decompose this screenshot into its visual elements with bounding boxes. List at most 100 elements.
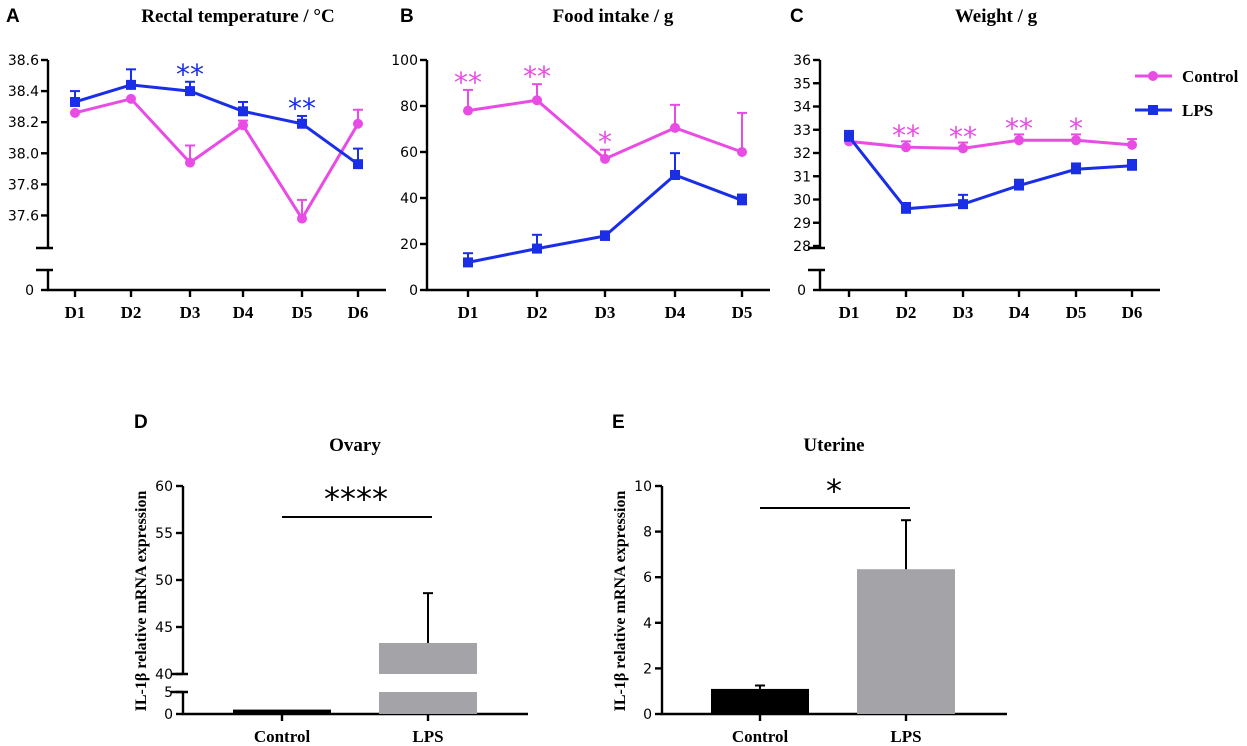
panel-c-series-lps-point <box>1071 164 1081 175</box>
panel-e-y-tick-label: 2 <box>643 661 652 677</box>
panel-b-x-tick-label: D4 <box>665 303 686 322</box>
panel-c-series-lps-point <box>958 199 968 210</box>
panel-a-x-tick-label: D2 <box>121 303 142 322</box>
panel-a-series-control-point <box>126 93 136 104</box>
panel-a-series-lps-point <box>297 118 307 129</box>
panel-c-series-control-point <box>1071 135 1081 146</box>
panel-e-title: Uterine <box>803 435 864 456</box>
panel-b-significance-mark: ** <box>454 66 482 99</box>
panel-c-y-tick-label: 34 <box>793 100 811 116</box>
panel-e-y-tick-label: 10 <box>634 479 652 495</box>
panel-d-y-axis-label: IL-1β relative mRNA expression <box>133 491 150 712</box>
panel-c-y-tick-label: 36 <box>793 53 811 69</box>
panel-b-y-tick-label: 100 <box>391 53 418 69</box>
panel-b-x-tick-label: D2 <box>527 303 548 322</box>
panel-a-significance-mark: ** <box>176 58 204 91</box>
panel-a-series-lps-point <box>126 79 136 90</box>
panel-d-title: Ovary <box>329 435 381 456</box>
panel-b-title: Food intake / g <box>553 6 674 27</box>
panel-c-x-tick-label: D3 <box>953 303 974 322</box>
panel-b-series-control-point <box>600 153 610 164</box>
panel-c-x-tick-label: D2 <box>896 303 917 322</box>
panel-e-y-axis-label: IL-1β relative mRNA expression <box>612 491 629 712</box>
panel-d-x-tick-label: LPS <box>412 727 443 746</box>
panel-b-x-tick-label: D5 <box>732 303 753 322</box>
panel-a-significance-mark: ** <box>288 92 316 125</box>
panel-a-series-control-point <box>70 107 80 118</box>
panel-c-label: C <box>790 6 804 27</box>
panel-a-series-control-line <box>74 97 360 222</box>
panel-c-significance-mark: ** <box>949 120 977 153</box>
panel-a-y-tick-label: 37.6 <box>8 208 39 224</box>
panel-c-y-tick-label: 32 <box>793 146 811 162</box>
panel-a-x-tick-label: D6 <box>348 303 369 322</box>
panel-d-y-tick-label: 50 <box>155 573 173 589</box>
panel-e-bar-control <box>711 688 809 714</box>
panel-a-series-lps-point <box>185 86 195 97</box>
panel-d-bar-lps <box>379 692 477 714</box>
panel-e-significance-mark: * <box>826 472 842 510</box>
panel-c-series-lps-point <box>1127 160 1137 171</box>
panel-b-significance-mark: * <box>598 126 612 159</box>
panel-c-series-lps-point <box>844 131 854 142</box>
panel-e-x-tick-label: Control <box>732 727 789 746</box>
panel-c-x-tick-label: D5 <box>1066 303 1087 322</box>
panel-e-y-tick-label: 4 <box>643 616 652 632</box>
panel-c-series-control-point <box>1014 135 1024 146</box>
panel-c-y-tick-label: 30 <box>793 193 811 209</box>
panel-d-y-tick-label: 45 <box>155 620 173 636</box>
panel-d-x-tick-label: Control <box>254 727 311 746</box>
panel-b-label: B <box>400 6 414 27</box>
legend-lps-label: LPS <box>1182 101 1213 120</box>
panel-b-series-lps-point <box>670 170 680 180</box>
panel-b-y-tick-label: 80 <box>400 99 418 115</box>
panel-a-series-control-point <box>297 213 307 224</box>
panel-d-y-tick-label: 60 <box>155 479 173 495</box>
panel-a-y-tick-label: 38.2 <box>8 115 39 131</box>
panel-c-significance-mark: ** <box>1005 112 1033 145</box>
panel-a-series-control-point <box>185 157 195 168</box>
panel-d-y-tick-label: 5 <box>164 685 173 701</box>
panel-e-y-tick-label: 0 <box>643 707 652 723</box>
panel-b-x-tick-label: D1 <box>458 303 479 322</box>
panel-a-title: Rectal temperature / °C <box>141 6 334 27</box>
panel-a-series-lps-point <box>353 159 363 170</box>
panel-a-series-lps-point <box>70 96 80 107</box>
panel-b-series-lps-line <box>467 173 743 264</box>
panel-c-y-tick-label: 35 <box>793 76 811 92</box>
panel-a-series-control-point <box>353 118 363 129</box>
panel-b-series-lps-point <box>532 243 542 254</box>
panel-c-y-tick-label: 0 <box>797 283 806 299</box>
panel-a-x-tick-label: D5 <box>292 303 313 322</box>
panel-c-x-tick-label: D1 <box>839 303 860 322</box>
panel-c-y-tick-label: 31 <box>793 169 811 185</box>
panel-a-series-lps-line <box>74 83 359 166</box>
panel-c-x-tick-label: D4 <box>1009 303 1030 322</box>
panel-a-y-tick-label: 38.4 <box>8 84 39 100</box>
panel-a-label: A <box>6 6 20 27</box>
panel-b-significance-mark: ** <box>523 60 551 93</box>
panel-b-series-control-point <box>532 95 542 106</box>
panel-c-series-control-point <box>1127 139 1137 150</box>
panel-c-series-lps-line <box>847 135 1133 211</box>
panel-b-x-tick-label: D3 <box>595 303 616 322</box>
panel-e-y-tick-label: 6 <box>643 570 652 586</box>
panel-d-y-tick-label: 0 <box>164 707 173 723</box>
panel-b-y-tick-label: 0 <box>409 283 418 299</box>
panel-b-series-lps-point <box>463 257 473 268</box>
panel-e-label: E <box>612 412 625 433</box>
panel-c-significance-mark: ** <box>892 119 920 152</box>
panel-c-y-tick-label: 28 <box>793 239 811 255</box>
panel-b-series-control-point <box>737 147 747 157</box>
panel-d-bar-control <box>233 709 331 714</box>
panel-b-y-tick-label: 40 <box>400 191 418 207</box>
panel-e-bar-lps <box>857 569 955 714</box>
panel-c-series-lps-point <box>1014 180 1024 191</box>
panel-c-title: Weight / g <box>955 6 1038 27</box>
panel-d-label: D <box>134 412 148 433</box>
panel-b-series-lps-point <box>600 230 610 241</box>
legend-lps-marker <box>1148 105 1158 115</box>
panel-b-y-tick-label: 60 <box>400 145 418 161</box>
